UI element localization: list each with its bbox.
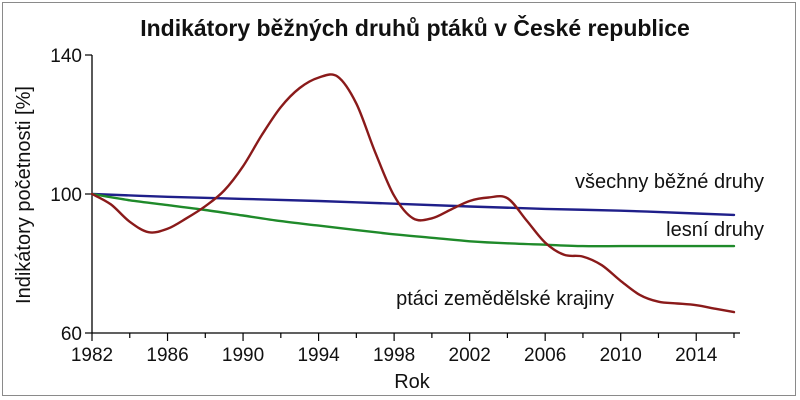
chart-frame — [2, 2, 796, 396]
y-tick-label: 100 — [50, 185, 82, 206]
x-tick-label: 1994 — [297, 345, 340, 366]
y-axis-title: Indikátory početnosti [%] — [13, 86, 35, 304]
series-label-forest-species: lesní druhy — [666, 219, 764, 241]
series-line-farmland-birds — [90, 73, 736, 314]
series-line-all-common-species — [90, 192, 736, 217]
series-label-all-common-species: všechny běžné druhy — [575, 171, 764, 193]
x-tick-label: 2010 — [600, 345, 642, 366]
x-axis-title: Rok — [394, 371, 431, 393]
x-tick-label: 1990 — [222, 345, 264, 366]
x-tick-label: 1998 — [373, 345, 415, 366]
x-tick-label: 1982 — [71, 345, 113, 366]
x-tick-label: 2014 — [675, 345, 718, 366]
series-lines — [90, 73, 736, 314]
x-tick-label: 1986 — [146, 345, 188, 366]
x-tick-label: 2006 — [524, 345, 566, 366]
y-axis-ticks: 60 100 140 — [50, 46, 92, 345]
y-tick-label: 60 — [61, 324, 82, 345]
x-axis-ticks: 1982 1986 1990 1994 1998 2002 2006 2010 2014 — [71, 333, 735, 366]
x-tick-label: 2002 — [449, 345, 491, 366]
chart-title: Indikátory běžných druhů ptáků v České r… — [140, 14, 690, 41]
series-line-forest-species — [90, 192, 736, 248]
series-label-farmland-birds: ptáci zemědělské krajiny — [396, 288, 614, 310]
y-tick-label: 140 — [50, 46, 82, 67]
